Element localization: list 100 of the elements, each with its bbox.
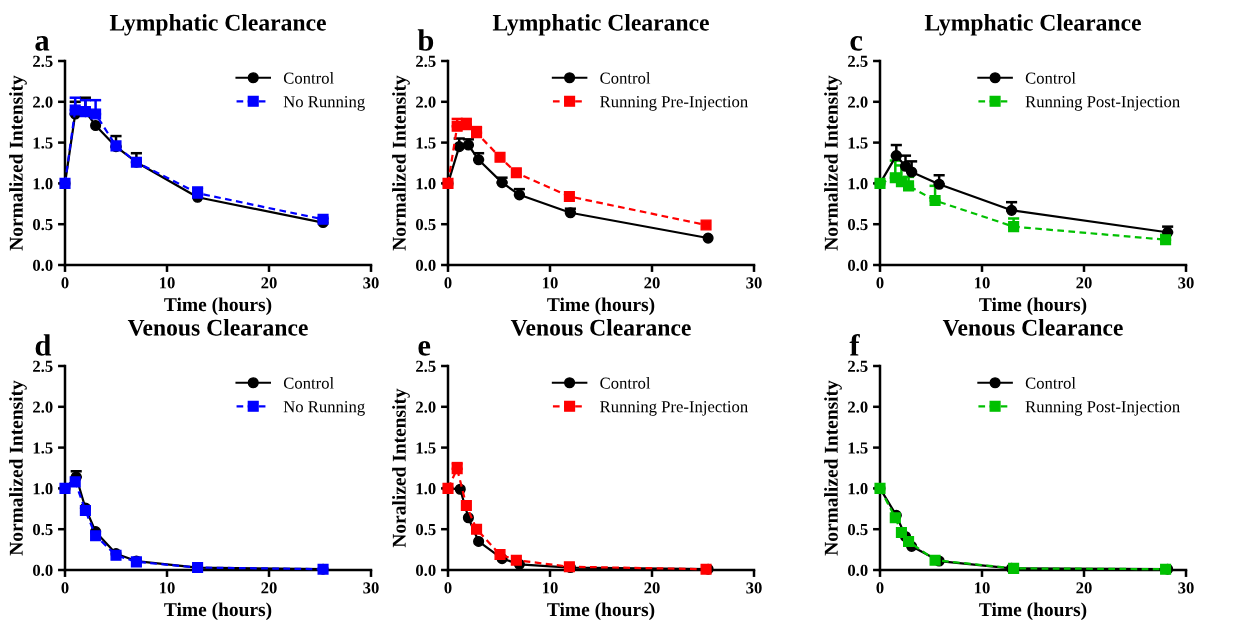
text: e [418,341,431,356]
chart-title: Lymphatic Clearance [492,14,709,36]
legend-label: No Running [283,96,365,111]
point [564,207,576,219]
point [496,177,508,189]
point [494,548,506,561]
text: c [850,36,863,51]
x-axis-title: Time (hours) [164,602,272,621]
text: b [417,29,434,51]
x-tick-label: 0 [876,277,884,289]
y-tick-label: 2.5 [416,55,436,68]
y-tick-label: 0.5 [848,523,868,536]
y-tick-label: 0.0 [33,259,53,272]
y-tick-label: 0.5 [33,523,53,536]
x-tick-label: 30 [746,277,762,289]
point [510,167,522,179]
legend-label: Control [600,377,651,389]
y-axis-title: Normalized Intensity [9,380,27,556]
text: f [849,333,860,356]
x-tick-label: 10 [160,582,175,594]
y-tick-label: 2.0 [848,96,868,108]
x-tick-label: 30 [1178,582,1194,594]
y-tick-label: 2.5 [848,55,868,68]
y-tick-label: 1.5 [416,137,436,149]
y-tick-label: 1.5 [33,137,53,149]
x-tick-label: 30 [746,582,762,594]
x-tick-label: 30 [363,582,379,594]
chart-title: Lymphatic Clearance [109,14,326,36]
legend-label: Running Post-Injection [1025,401,1180,416]
y-tick-label: 1.0 [848,483,868,495]
y-tick-label: 1.0 [33,178,53,190]
point [451,463,463,475]
x-tick-label: 0 [61,277,69,289]
x-tick-label: 0 [61,582,69,594]
x-tick-label: 30 [363,277,379,289]
x-tick-label: 10 [543,277,558,289]
x-axis-title: Time (hours) [547,297,655,316]
point [1008,221,1020,233]
x-tick-label: 30 [1178,277,1194,289]
point [929,554,941,566]
y-axis-title: Normalized Intensity [392,75,410,251]
y-tick-label: 2.5 [848,360,868,373]
point [929,194,941,207]
y-tick-label: 0.0 [416,564,436,577]
y-tick-label: 1.5 [416,442,436,454]
point [513,189,525,201]
x-tick-label: 10 [543,582,558,594]
chart-title: Venous Clearance [942,319,1123,336]
point [192,187,204,199]
legend-label: No Running [283,401,365,416]
text: a [35,36,50,51]
y-tick-label: 2.0 [416,96,436,108]
legend-label: Running Post-Injection [1025,96,1180,111]
x-tick-label: 20 [261,277,277,289]
point [895,526,907,539]
legend-label: Control [283,377,334,389]
point [933,178,945,190]
x-tick-label: 20 [1076,277,1092,289]
x-tick-label: 20 [1076,582,1092,594]
y-tick-label: 1.5 [848,137,868,149]
y-tick-label: 0.0 [33,564,53,577]
y-tick-label: 0.0 [848,564,868,577]
point [473,535,485,547]
y-tick-label: 0.5 [33,218,53,231]
y-tick-label: 1.0 [416,483,436,495]
x-tick-label: 10 [975,277,990,289]
point [563,190,575,203]
chart-title: Venous Clearance [510,319,691,336]
point [471,523,483,535]
y-tick-label: 0.0 [416,259,436,272]
point [1006,204,1018,216]
y-tick-label: 0.5 [416,523,436,536]
x-axis-title: Time (hours) [547,602,655,621]
legend-label: Control [1025,72,1076,84]
point [494,151,506,163]
point [702,232,714,244]
y-axis-title: Normalized Intensity [824,75,842,251]
y-tick-label: 2.0 [848,401,868,413]
y-tick-label: 2.5 [416,360,436,373]
y-tick-label: 1.0 [33,483,53,495]
x-tick-label: 0 [444,277,452,289]
point [899,160,912,172]
y-tick-label: 0.0 [848,259,868,272]
y-tick-label: 0.5 [416,218,436,231]
point [903,535,915,547]
y-tick-label: 2.0 [416,401,436,413]
chart-title: Venous Clearance [127,319,308,336]
y-tick-label: 2.5 [33,55,53,68]
y-tick-label: 1.5 [848,442,868,454]
y-axis-title: Normalized Intensity [9,75,27,251]
point [510,554,522,566]
y-tick-label: 2.0 [33,401,53,413]
text: d [35,334,52,356]
legend-label: Control [1025,377,1076,389]
chart-title: Lymphatic Clearance [924,14,1141,36]
point [90,119,102,132]
legend-label: Running Pre-Injection [600,401,748,416]
x-tick-label: 20 [261,582,277,594]
x-tick-label: 0 [444,582,452,594]
point [69,476,81,488]
